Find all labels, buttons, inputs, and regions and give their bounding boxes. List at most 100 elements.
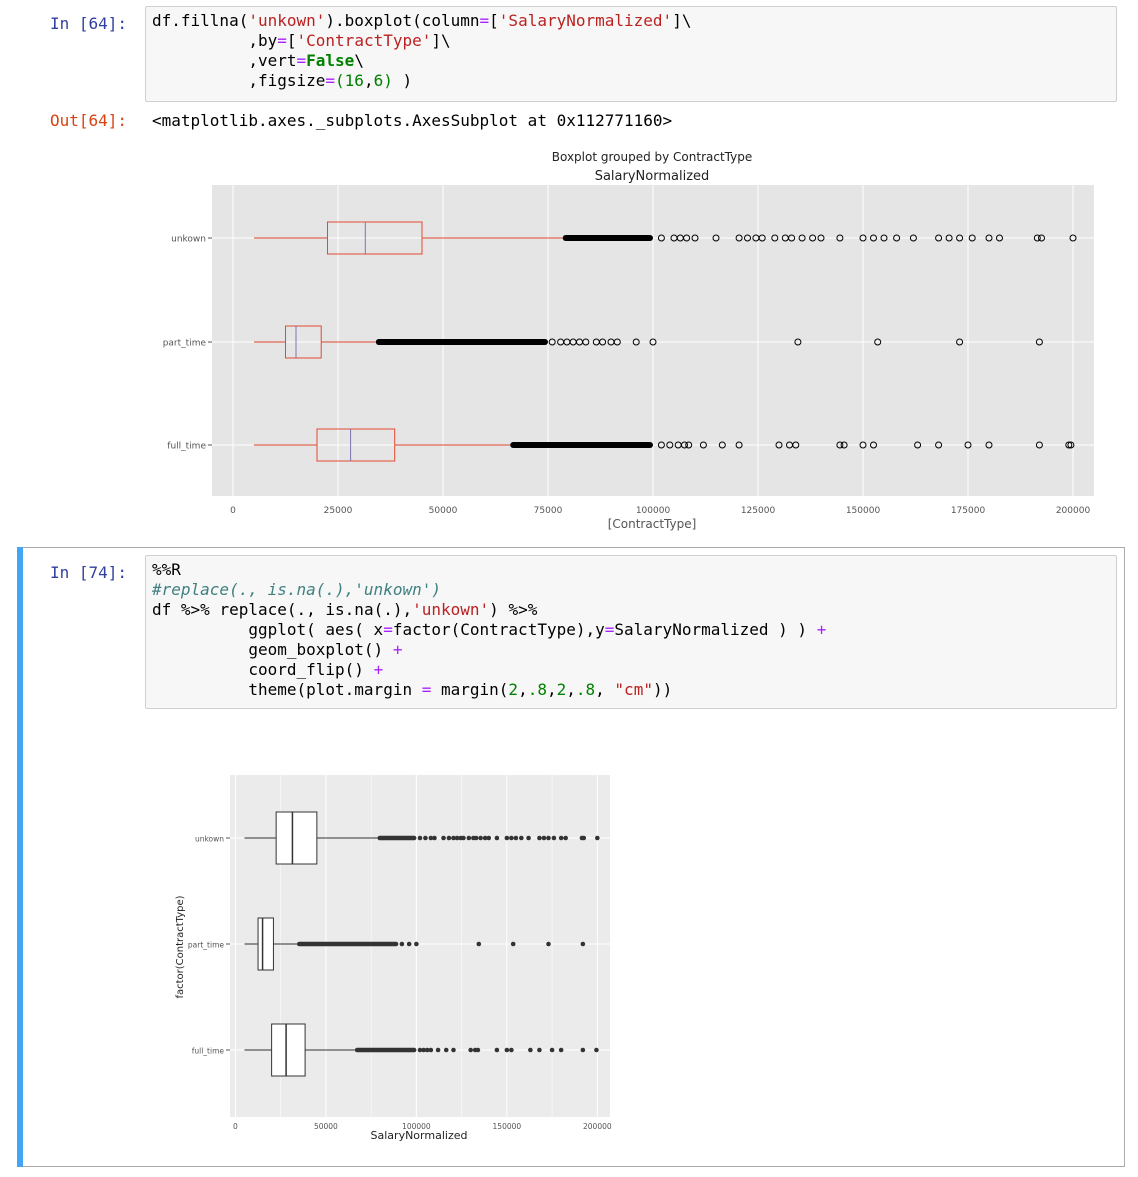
outlier-point [681, 441, 688, 449]
outlier-point [1035, 441, 1043, 449]
outlier-point [494, 835, 500, 841]
x-tick-label: 75000 [534, 506, 563, 516]
outlier-point [735, 441, 743, 449]
outlier-point [1033, 234, 1041, 242]
outlier-point [758, 234, 766, 242]
outlier-point [443, 1047, 449, 1053]
outlier-point [599, 338, 607, 346]
outlier-point [504, 1047, 510, 1053]
outlier-point [870, 234, 877, 242]
code-cell-64[interactable]: In [64]: df.fillna('unkown').boxplot(col… [0, 0, 1138, 540]
code-line[interactable]: %%R [152, 560, 1110, 580]
outlier-point [446, 835, 452, 841]
x-tick-label: 175000 [951, 506, 986, 516]
outlier-point [809, 234, 817, 242]
y-tick-label: part_time [188, 941, 224, 950]
code-token: ).boxplot(column [325, 11, 480, 30]
dense-outliers [562, 235, 653, 241]
outlier-point [473, 835, 479, 841]
code-token: 16 [344, 71, 364, 90]
code-line[interactable]: ,vert=False\ [152, 51, 1110, 71]
code-token: 6 [373, 71, 384, 90]
code-token: df [152, 600, 181, 619]
outlier-point [582, 338, 590, 346]
outlier-point [482, 835, 488, 841]
code-editor[interactable]: %%R #replace(., is.na(.),'unkown') df %>% … [145, 555, 1117, 709]
code-token: 'unkown' [248, 11, 326, 30]
outlier-point [1065, 441, 1073, 449]
x-tick-label: 125000 [741, 506, 776, 516]
code-token: , [518, 680, 528, 699]
code-line[interactable]: ,by=['ContractType']\ [152, 31, 1110, 51]
code-line[interactable]: coord_flip() + [152, 660, 1110, 680]
outlier-point [788, 234, 796, 242]
dense-outliers [354, 1047, 417, 1053]
code-line[interactable]: ggplot( aes( x=factor(ContractType),y=Sa… [152, 620, 1110, 640]
outlier-point [528, 1047, 533, 1053]
outlier-point [945, 234, 953, 242]
code-text[interactable]: %%R #replace(., is.na(.),'unkown') df %>% … [152, 560, 1110, 700]
code-token: ( [335, 71, 345, 90]
chart-title: SalaryNormalized [595, 169, 710, 184]
code-line[interactable]: #replace(., is.na(.),'unkown') [152, 580, 1110, 600]
code-token: ]\ [672, 11, 692, 30]
code-line[interactable]: df %>% replace(., is.na(.),'unkown') %>% [152, 600, 1110, 620]
box-iqr [285, 325, 322, 359]
outlier-point [581, 835, 587, 841]
box-unkown [254, 221, 1077, 255]
box-iqr [275, 811, 318, 865]
outlier-point [859, 234, 867, 242]
dense-outliers [510, 442, 653, 448]
outlier-point [683, 234, 691, 242]
code-token: #replace(., is.na(.),'unkown') [152, 580, 441, 599]
outlier-point [968, 234, 976, 242]
code-token: replace(., is.na(.), [209, 600, 413, 619]
outlier-point [914, 441, 922, 449]
code-token: ,by [152, 31, 278, 50]
code-cell-74[interactable]: In [74]: %%R #replace(., is.na(.),'unkown… [0, 547, 1138, 1152]
outlier-point [735, 234, 743, 242]
x-tick-label: 200000 [583, 1122, 612, 1131]
outlier-point [880, 234, 888, 242]
outlier-point [424, 1047, 430, 1053]
outlier-point [537, 1047, 542, 1053]
outlier-point [494, 1047, 500, 1053]
box-iqr [271, 1023, 306, 1077]
code-token: + [392, 640, 403, 659]
code-token: "cm" [614, 680, 653, 699]
outlier-point [399, 941, 405, 947]
outlier-point [817, 234, 825, 242]
code-token: ) [392, 71, 413, 90]
outlier-point [744, 234, 751, 242]
code-token: ,figsize [152, 71, 326, 90]
code-line[interactable]: ,figsize=(16,6) ) [152, 71, 1110, 91]
code-line[interactable]: theme(plot.margin = margin(2,.8,2,.8, "c… [152, 680, 1110, 700]
code-editor[interactable]: df.fillna('unkown').boxplot(column=['Sal… [145, 6, 1117, 102]
code-token: ]\ [431, 31, 451, 50]
code-text[interactable]: df.fillna('unkown').boxplot(column=['Sal… [152, 11, 1110, 91]
code-line[interactable]: geom_boxplot() + [152, 640, 1110, 660]
outlier-point [563, 835, 568, 841]
outlier-point [935, 234, 943, 242]
outlier-point [985, 234, 993, 242]
outlier-point [771, 234, 779, 242]
code-token: margin( [431, 680, 509, 699]
box-full_time [244, 1023, 599, 1077]
input-prompt: In [64]: [50, 14, 128, 33]
outlier-point [685, 441, 693, 449]
outlier-point [478, 835, 483, 841]
y-tick-label: unkown [171, 235, 206, 245]
outlier-point [836, 234, 844, 242]
code-token: ggplot( aes( x [152, 620, 384, 639]
outlier-point [657, 234, 665, 242]
box-unkown [244, 811, 600, 865]
code-token: , [595, 680, 615, 699]
code-token: theme(plot.margin [152, 680, 422, 699]
code-token: coord_flip() [152, 660, 374, 679]
outlier-point [504, 835, 510, 841]
dense-outliers [296, 941, 399, 947]
code-token: + [816, 620, 827, 639]
outlier-point [840, 441, 848, 449]
outlier-point [1069, 234, 1077, 242]
code-line[interactable]: df.fillna('unkown').boxplot(column=['Sal… [152, 11, 1110, 31]
